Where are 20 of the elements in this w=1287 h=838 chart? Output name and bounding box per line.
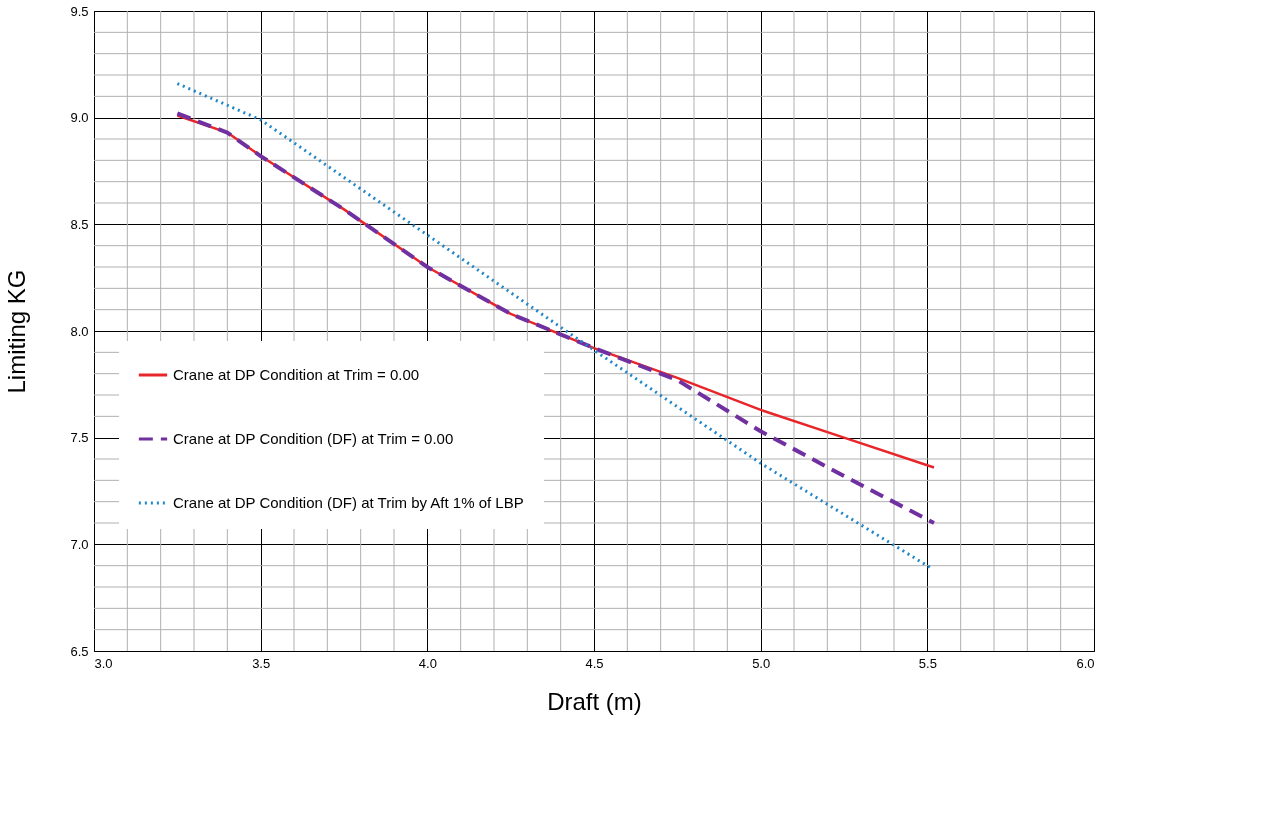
y-tick-label: 8.5 <box>70 216 89 232</box>
y-tick-label: 9.0 <box>70 110 89 126</box>
x-tick-label: 6.0 <box>1076 655 1095 671</box>
x-tick-label: 4.5 <box>585 655 604 671</box>
y-tick-label: 9.5 <box>70 3 89 19</box>
y-axis-title: Limiting KG <box>3 269 31 394</box>
x-tick-label: 5.0 <box>752 655 771 671</box>
line-series <box>175 82 933 570</box>
x-tick-label: 3.5 <box>252 655 271 671</box>
y-tick-label: 7.0 <box>70 536 89 552</box>
x-tick-label: 4.0 <box>418 655 437 671</box>
y-tick-label: 7.5 <box>70 430 89 446</box>
y-tick-label: 6.5 <box>70 643 89 659</box>
y-tick-label: 8.0 <box>70 323 89 339</box>
x-tick-label: 3.0 <box>94 655 113 671</box>
legend-label: Crane at DP Condition (DF) at Trim by Aft 1% of LBP <box>173 494 524 511</box>
x-tick-label: 5.5 <box>918 655 937 671</box>
x-axis-title: Draft (m) <box>547 687 642 715</box>
legend-label: Crane at DP Condition at Trim = 0.00 <box>173 366 420 383</box>
legend-label: Crane at DP Condition (DF) at Trim = 0.00 <box>173 430 454 447</box>
